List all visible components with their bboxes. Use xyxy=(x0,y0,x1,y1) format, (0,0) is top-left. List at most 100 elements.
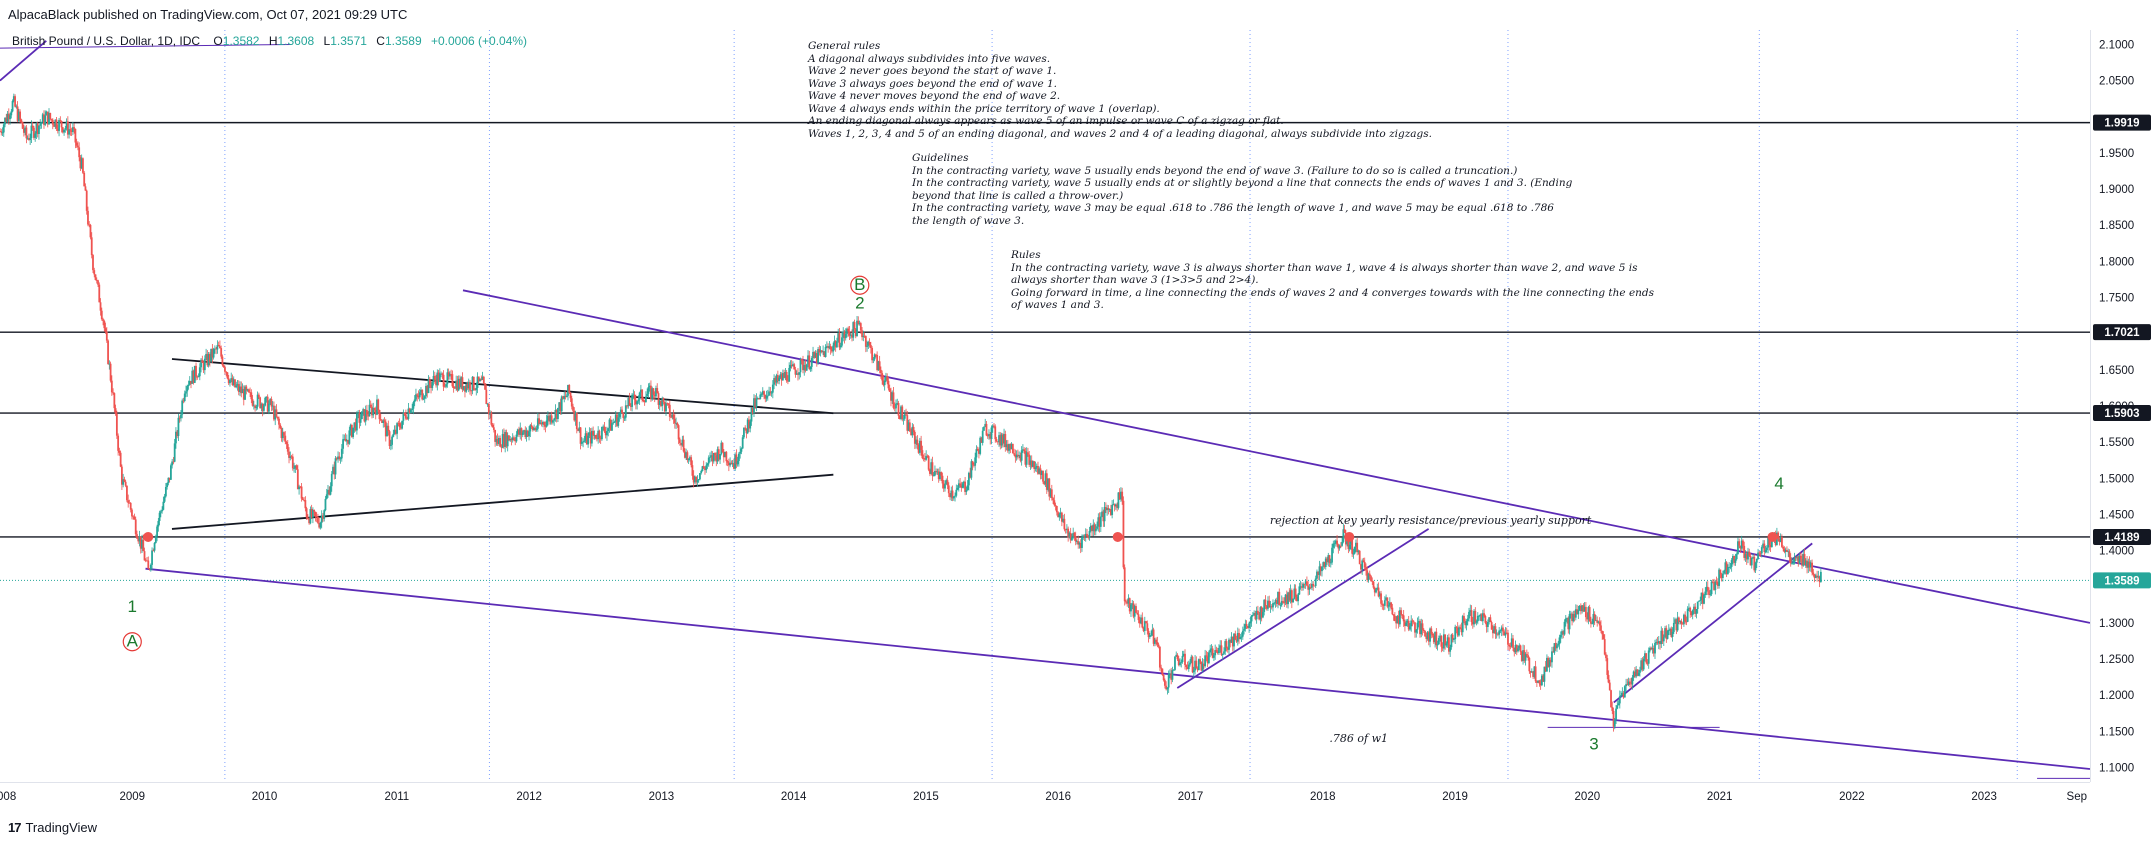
price-axis[interactable]: 2.1000 2.0500 1.9500 1.9000 1.8500 1.8000 1.75… xyxy=(2090,30,2153,782)
note-general-rules[interactable]: General rules A diagonal always subdivid… xyxy=(808,40,1432,140)
candle-body xyxy=(102,319,104,321)
candle-body xyxy=(1028,454,1031,465)
candle-body xyxy=(692,475,695,483)
candle-body xyxy=(296,469,299,490)
candle-body xyxy=(937,471,940,480)
candle-body xyxy=(1784,550,1787,553)
candle-body xyxy=(838,333,841,348)
candle-body xyxy=(1723,570,1726,574)
candle-body xyxy=(1601,630,1604,635)
candle-body xyxy=(417,395,420,398)
candle-body xyxy=(197,376,200,378)
candle-body xyxy=(858,323,861,324)
candle-body xyxy=(418,392,421,398)
candle-body xyxy=(497,437,500,444)
candle-body xyxy=(71,127,74,132)
candle-body xyxy=(136,534,138,539)
candle-body xyxy=(310,509,313,518)
candle-body xyxy=(800,359,803,361)
candles xyxy=(0,93,1822,732)
candle-body xyxy=(1674,619,1677,623)
candle-body xyxy=(622,413,625,419)
note-rules[interactable]: Rules In the contracting variety, wave 3… xyxy=(1011,249,1655,311)
candle-body xyxy=(319,522,322,528)
candle-body xyxy=(923,458,926,460)
candle-body xyxy=(900,406,902,419)
time-tick-label: 2021 xyxy=(1707,791,1733,803)
candle-body xyxy=(1329,562,1332,564)
candle-body xyxy=(235,385,238,388)
candle-body xyxy=(1037,465,1039,474)
candle-body xyxy=(1483,613,1485,617)
candle-body xyxy=(1670,628,1673,637)
candle-body xyxy=(1684,614,1687,622)
candle-body xyxy=(1313,585,1316,587)
candle-body xyxy=(1543,666,1546,682)
candle-body xyxy=(1342,529,1345,542)
candle-body xyxy=(90,237,93,256)
candle-body xyxy=(1620,695,1622,697)
candle-body xyxy=(863,335,866,337)
note-guidelines[interactable]: Guidelines In the contracting variety, w… xyxy=(912,152,1573,227)
candle-body xyxy=(694,476,696,483)
candle-body xyxy=(232,379,235,386)
candle-body xyxy=(724,451,726,458)
candle-body xyxy=(922,458,925,459)
candle-body xyxy=(1270,606,1273,608)
candle-body xyxy=(1211,648,1214,658)
symbol-name[interactable]: British Pound / U.S. Dollar, 1D, IDC xyxy=(12,34,201,48)
candle-body xyxy=(1686,608,1689,622)
candle-body xyxy=(949,493,951,498)
candle-body xyxy=(726,461,729,463)
candle-body xyxy=(780,374,783,381)
candle-body xyxy=(673,418,676,424)
candle-body xyxy=(70,130,73,132)
price-tag-box xyxy=(2093,114,2151,131)
candle-body xyxy=(1006,444,1009,451)
candle-body xyxy=(660,400,662,406)
candle-body xyxy=(442,374,445,387)
time-axis[interactable]: 008 2009 2010 2011 2012 2013 2014 2015 2016 2017 2… xyxy=(0,782,2090,809)
candle-body xyxy=(221,356,224,366)
candle-body xyxy=(249,392,251,393)
candle-body xyxy=(1762,543,1764,548)
candle-body xyxy=(289,456,292,458)
candle-body xyxy=(293,468,295,469)
candle-body xyxy=(383,420,386,422)
candle-body xyxy=(966,485,969,490)
candle-body xyxy=(1099,516,1102,527)
price-tag-label: 1.7021 xyxy=(2104,327,2140,339)
candle-body xyxy=(173,443,176,462)
candle-body xyxy=(688,457,691,459)
candle-body xyxy=(1591,623,1594,625)
candle-body xyxy=(1700,592,1703,601)
candle-body xyxy=(730,462,733,465)
candle-body xyxy=(1019,455,1022,461)
candle-body xyxy=(499,437,502,447)
candle-body xyxy=(1512,638,1514,648)
candle-body xyxy=(1676,617,1679,631)
tradingview-logo[interactable]: 17 TradingView xyxy=(8,820,97,835)
candle-body xyxy=(880,369,882,374)
candle-body xyxy=(1519,645,1522,652)
candle-body xyxy=(540,422,543,425)
candle-body xyxy=(504,431,507,447)
candle-body xyxy=(1608,682,1611,691)
candle-body xyxy=(573,410,576,421)
candle-body xyxy=(599,438,602,440)
candle-body xyxy=(676,422,679,426)
candle-body xyxy=(38,125,40,135)
candle-body xyxy=(329,486,332,495)
candle-body xyxy=(541,422,544,425)
candle-body xyxy=(667,403,670,405)
candle-body xyxy=(451,374,454,387)
candle-body xyxy=(1801,558,1803,566)
candle-body xyxy=(1077,541,1080,545)
candle-body xyxy=(854,329,857,337)
candle-body xyxy=(1572,614,1575,622)
candle-body xyxy=(1016,454,1019,457)
candle-body xyxy=(1576,609,1578,615)
ohlc-close: C1.3589 xyxy=(376,34,422,48)
